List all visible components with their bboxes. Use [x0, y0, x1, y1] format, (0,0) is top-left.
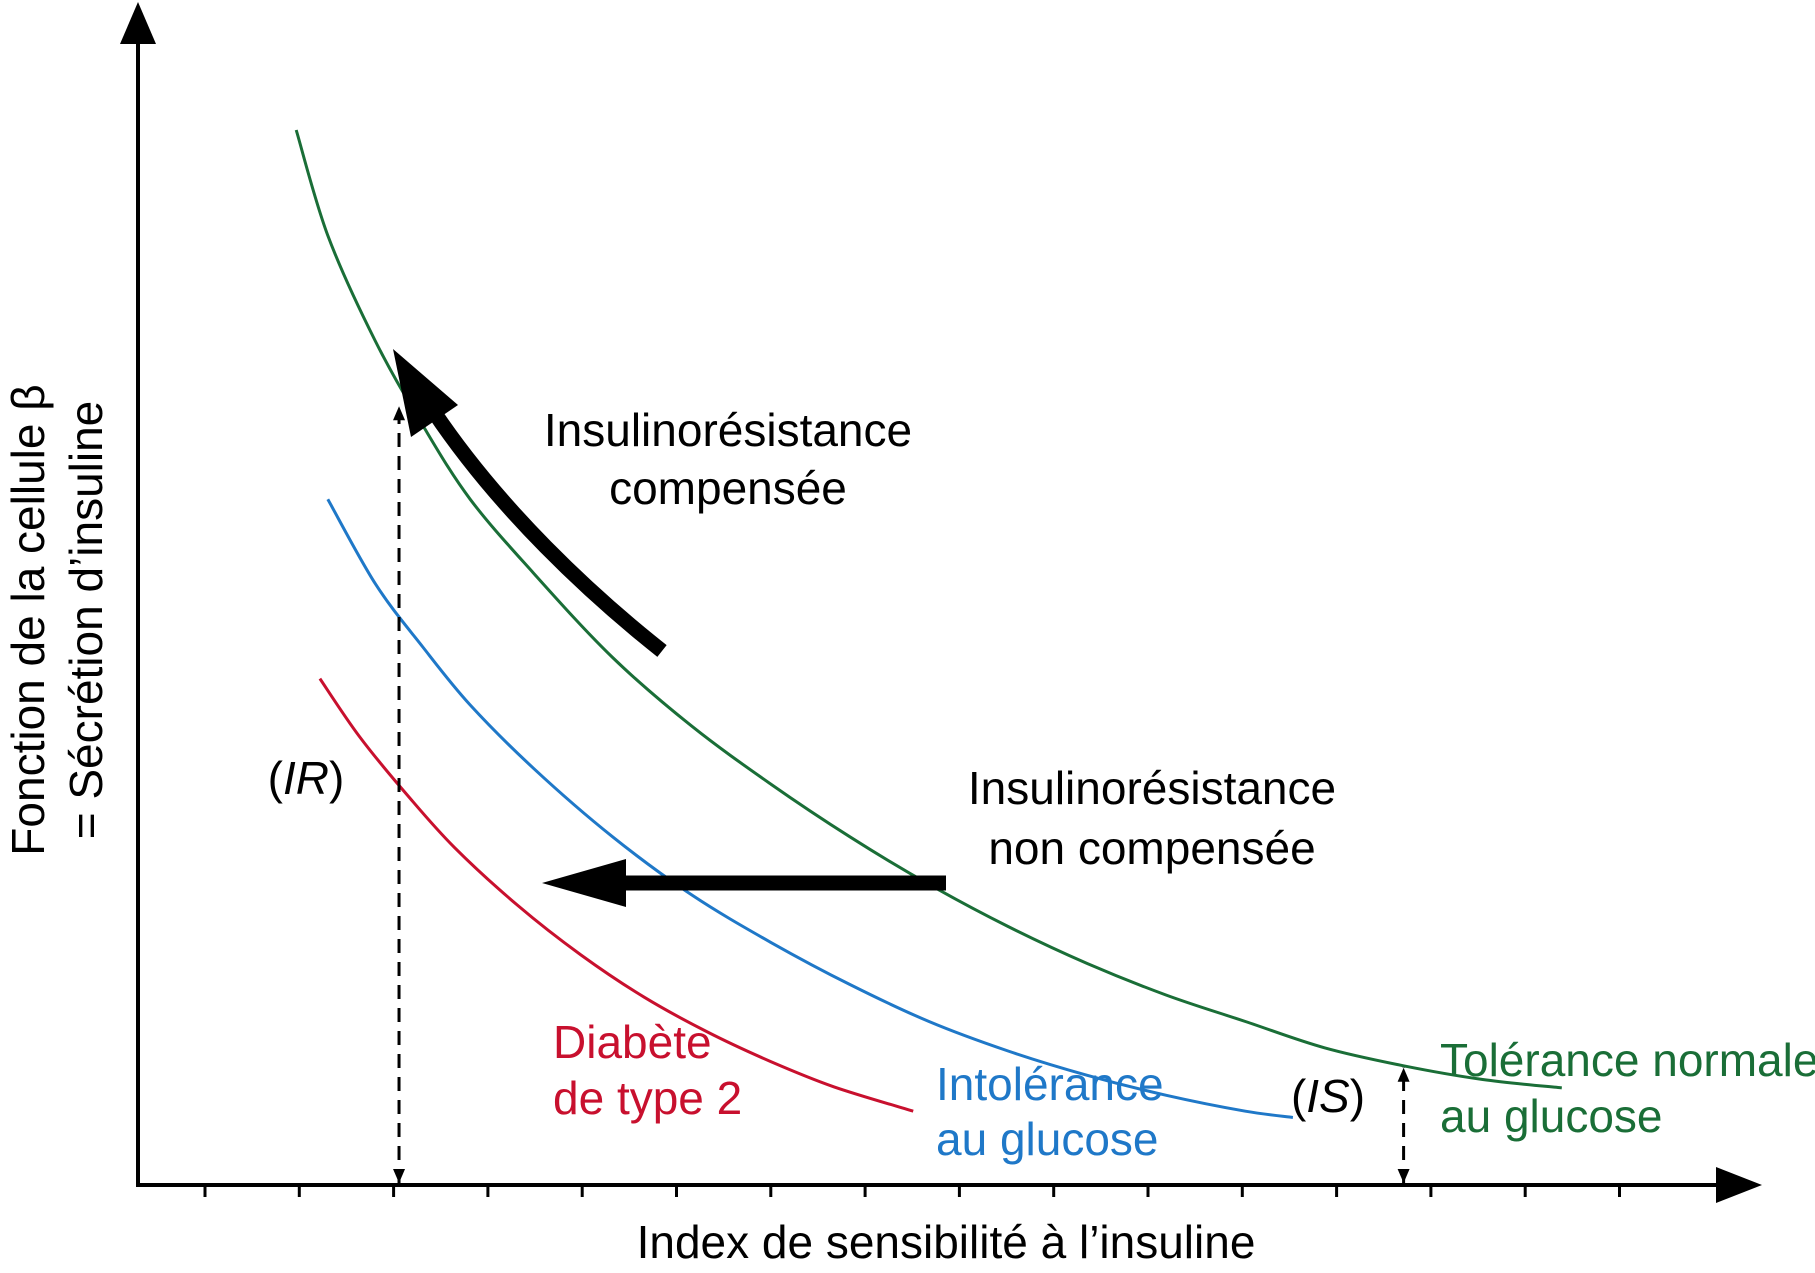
x-axis-title: Index de sensibilité à l’insuline [637, 1216, 1256, 1268]
compensated-arrow-head [393, 349, 458, 437]
uncompensated-label-line2: non compensée [988, 822, 1315, 874]
series-line-glucose-intolerance [326, 498, 1294, 1119]
uncompensated-arrow-head [542, 859, 626, 907]
uncompensated-label-line1: Insulinorésistance [968, 762, 1336, 814]
series-label-intolerance-line2: au glucose [936, 1113, 1159, 1165]
y-axis-arrowhead [120, 2, 156, 44]
dashed-arrows [393, 406, 1410, 1183]
is-label: (IS) [1291, 1070, 1365, 1122]
y-axis-title-line1: Fonction de la cellule β [2, 384, 54, 855]
series-label-intolerance-line1: Intolérance [936, 1058, 1164, 1110]
ir-label: (IR) [268, 752, 345, 804]
series-label-diabetes-line1: Diabète [553, 1016, 712, 1068]
compensated-label-line2: compensée [609, 462, 847, 514]
x-axis-ticks [203, 1185, 1621, 1197]
series-label-normal-line1: Tolérance normale [1440, 1034, 1815, 1086]
y-axis-title-line2: = Sécrétion d’insuline [60, 401, 112, 840]
compensated-arrow-shaft [427, 407, 667, 657]
series-label-normal-line2: au glucose [1440, 1090, 1663, 1142]
x-axis-arrowhead [1716, 1167, 1762, 1203]
series-label-diabetes-line2: de type 2 [553, 1072, 742, 1124]
series-line-normal-tolerance [294, 129, 1562, 1090]
compensated-label-line1: Insulinorésistance [544, 404, 912, 456]
series-group [294, 129, 1562, 1119]
